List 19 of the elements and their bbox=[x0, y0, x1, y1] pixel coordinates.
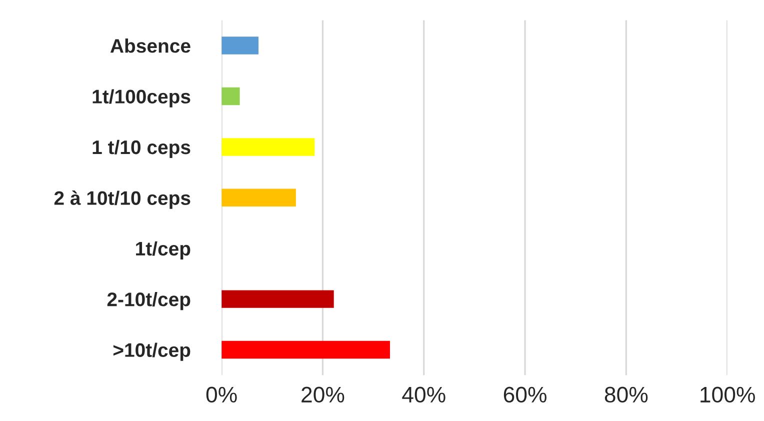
bar bbox=[222, 290, 334, 308]
bar bbox=[222, 138, 315, 156]
x-tick-label: 60% bbox=[504, 386, 546, 403]
y-tick-label: >10t/cep bbox=[113, 342, 190, 361]
bar bbox=[222, 340, 390, 359]
y-tick-label: 2 à 10t/10 ceps bbox=[54, 190, 190, 209]
bar bbox=[222, 87, 240, 106]
y-tick-label: 2-10t/cep bbox=[107, 292, 190, 310]
x-tick-label: 40% bbox=[402, 386, 446, 403]
x-tick-label: 0% bbox=[206, 386, 237, 403]
x-tick-label: 100% bbox=[700, 386, 755, 403]
y-tick-label: 1 t/10 ceps bbox=[92, 140, 190, 158]
y-tick-label: Absence bbox=[110, 38, 190, 53]
x-tick-label: 80% bbox=[604, 386, 648, 403]
x-tick-label: 20% bbox=[302, 386, 344, 403]
y-tick-label: 1t/100ceps bbox=[92, 89, 190, 108]
bar bbox=[222, 36, 258, 54]
y-tick-label: 1t/cep bbox=[136, 241, 190, 260]
bar bbox=[222, 188, 296, 207]
